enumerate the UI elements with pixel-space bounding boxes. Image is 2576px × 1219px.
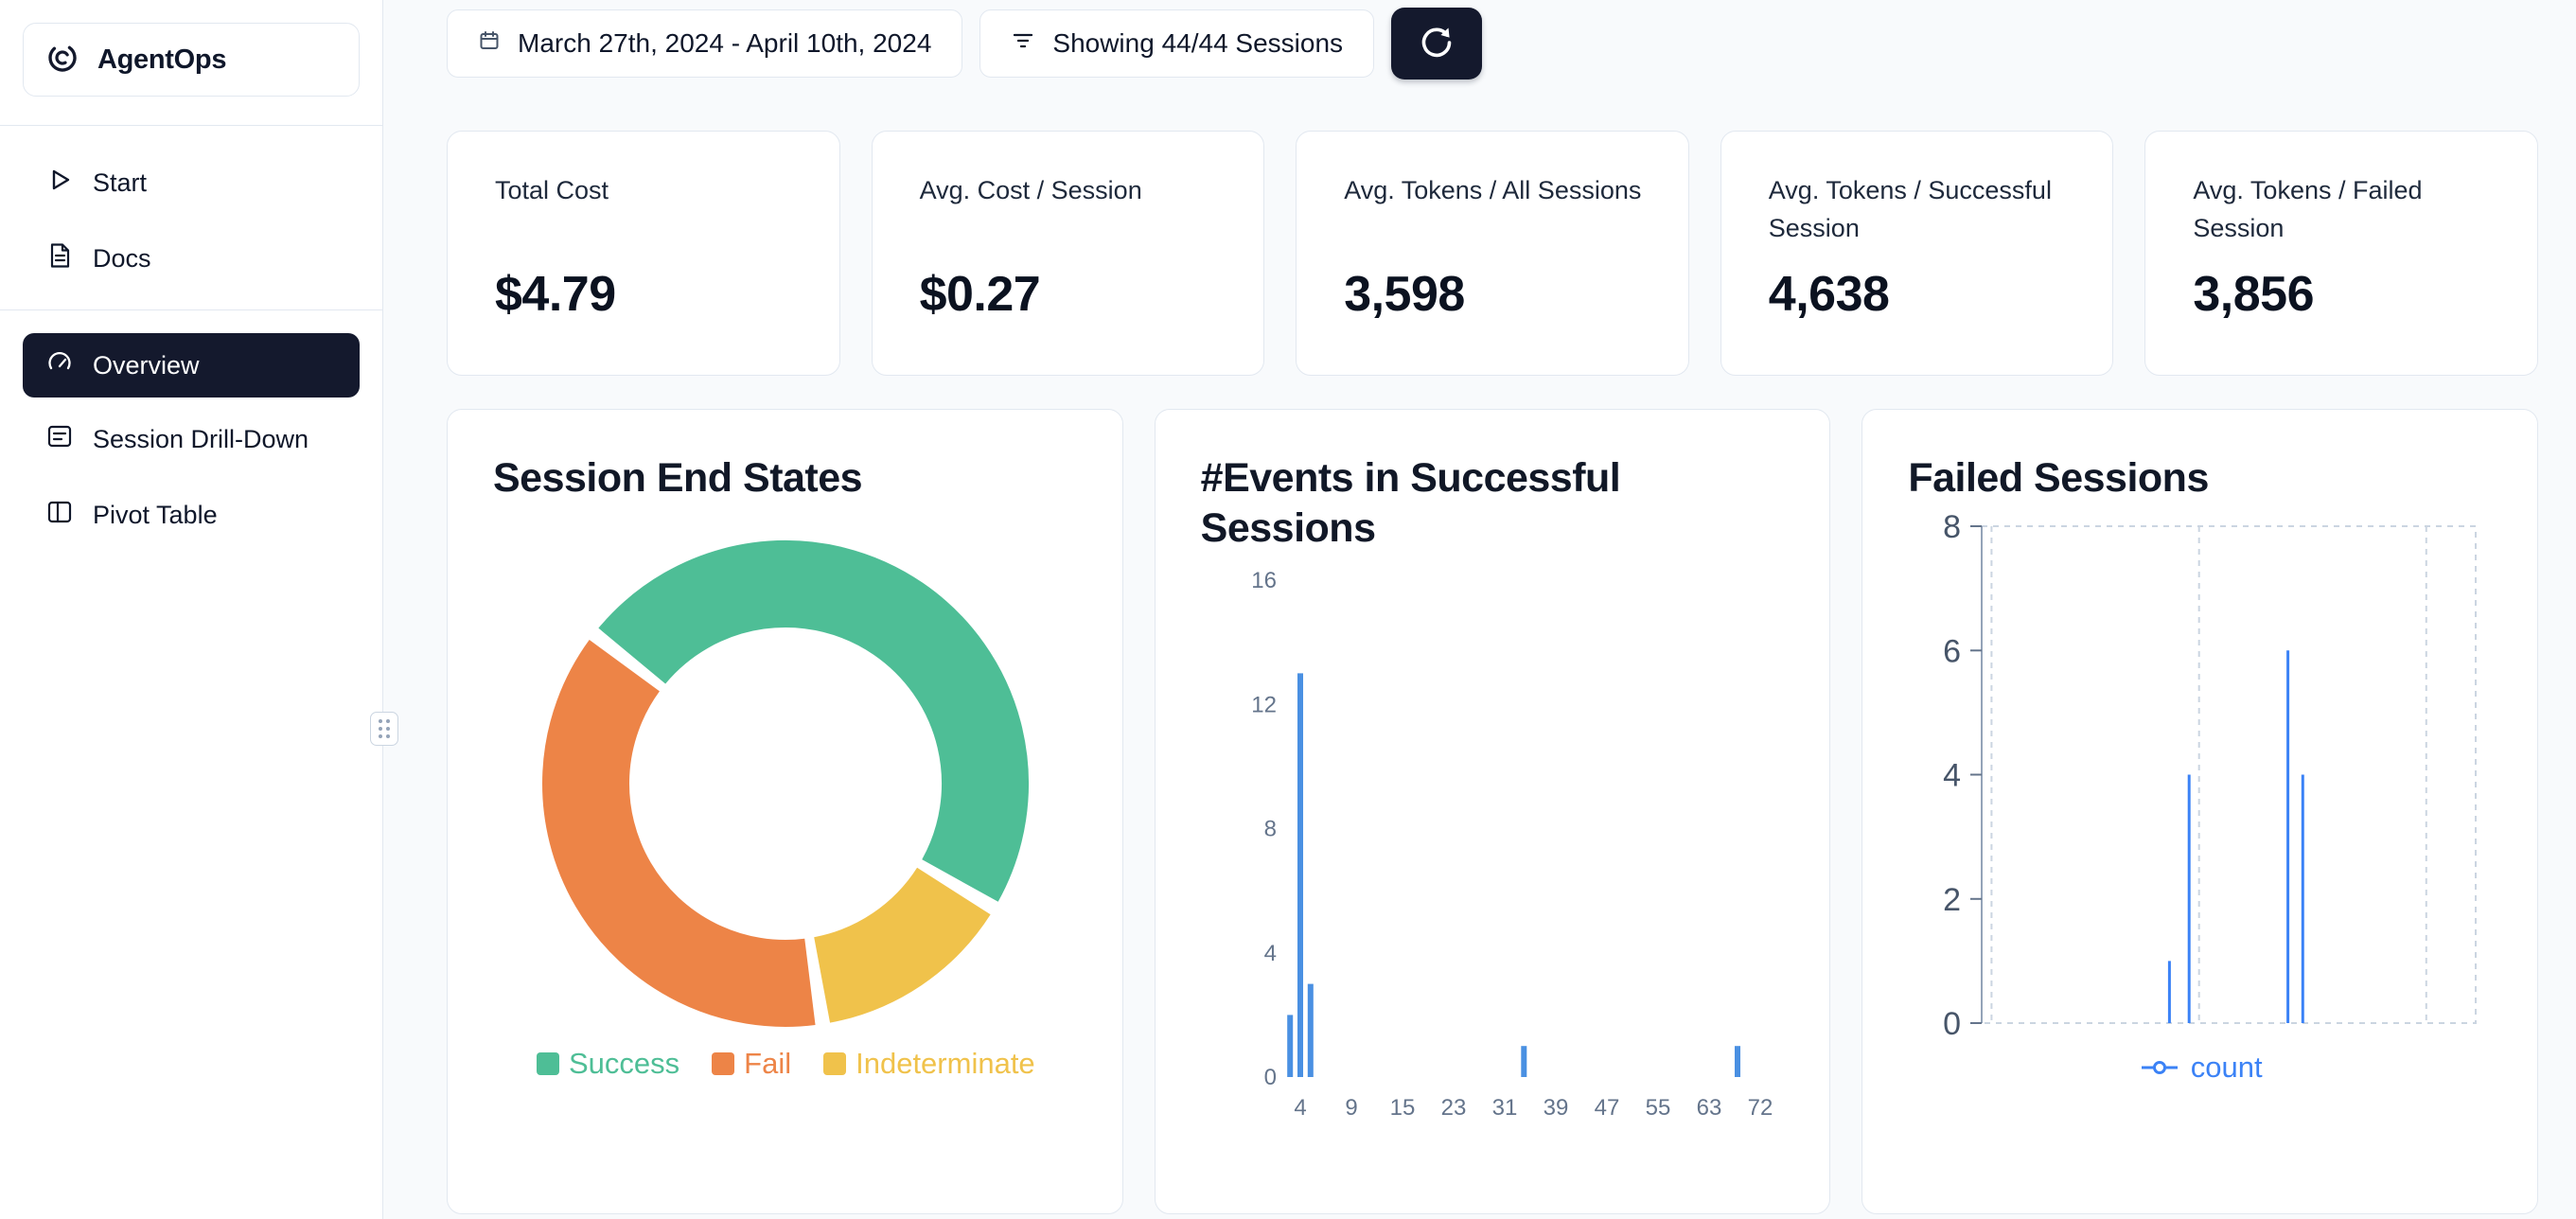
svg-text:6: 6 bbox=[1943, 633, 1961, 669]
donut-legend: Success Fail Indeterminate bbox=[493, 1047, 1079, 1081]
stat-value: 3,598 bbox=[1344, 267, 1465, 322]
main-content: March 27th, 2024 - April 10th, 2024 Show… bbox=[384, 0, 2576, 1214]
stat-value: 3,856 bbox=[2193, 267, 2315, 322]
svg-text:23: 23 bbox=[1440, 1095, 1466, 1121]
fail-swatch-icon bbox=[712, 1052, 735, 1075]
svg-text:16: 16 bbox=[1251, 568, 1277, 593]
chart-title: #Events in Successful Sessions bbox=[1200, 455, 1621, 551]
stat-label: Total Cost bbox=[495, 176, 609, 204]
sidebar: AgentOps Start Docs bbox=[0, 0, 383, 1219]
svg-text:15: 15 bbox=[1389, 1095, 1415, 1121]
sidebar-item-start[interactable]: Start bbox=[23, 149, 360, 217]
stat-label: Avg. Tokens / All Sessions bbox=[1344, 176, 1642, 204]
events-in-successful-sessions-card: #Events in Successful Sessions 0 4 8 12 16 4 9… bbox=[1154, 409, 1831, 1214]
legend-label: Fail bbox=[744, 1047, 792, 1080]
stat-card-total-cost: Total Cost $4.79 bbox=[447, 131, 840, 376]
session-end-states-donut-chart[interactable] bbox=[539, 538, 1032, 1030]
sidebar-resize-handle[interactable] bbox=[370, 712, 398, 746]
sidebar-item-label: Pivot Table bbox=[93, 500, 218, 529]
svg-text:63: 63 bbox=[1696, 1095, 1721, 1121]
app-logo[interactable]: AgentOps bbox=[23, 23, 360, 97]
svg-text:4: 4 bbox=[1294, 1095, 1306, 1121]
gauge-icon bbox=[45, 348, 74, 383]
stat-value: 4,638 bbox=[1768, 267, 1890, 322]
sidebar-item-label: Session Drill-Down bbox=[93, 424, 309, 453]
svg-text:72: 72 bbox=[1747, 1095, 1773, 1121]
sidebar-divider-middle bbox=[0, 309, 382, 310]
svg-text:2: 2 bbox=[1943, 882, 1961, 918]
svg-text:4: 4 bbox=[1943, 758, 1961, 794]
chart-title: Session End States bbox=[493, 455, 863, 501]
count-legend[interactable]: count bbox=[1908, 1051, 2494, 1085]
sidebar-item-label: Start bbox=[93, 168, 148, 197]
stat-cards-row: Total Cost $4.79 Avg. Cost / Session $0.… bbox=[447, 131, 2538, 376]
success-swatch-icon bbox=[536, 1052, 559, 1075]
chart-title: Failed Sessions bbox=[1908, 455, 2209, 501]
list-detail-icon bbox=[45, 422, 74, 457]
line-marker-icon bbox=[2141, 1061, 2178, 1074]
sidebar-item-label: Overview bbox=[93, 350, 200, 380]
stat-label: Avg. Cost / Session bbox=[919, 176, 1142, 204]
columns-icon bbox=[45, 498, 74, 533]
stat-card-avg-tokens-failed: Avg. Tokens / Failed Session 3,856 bbox=[2144, 131, 2538, 376]
failed-sessions-line-chart[interactable]: 0 2 4 6 8 bbox=[1908, 509, 2491, 1049]
legend-label: Indeterminate bbox=[856, 1047, 1035, 1080]
stat-label: Avg. Tokens / Failed Session bbox=[2193, 176, 2423, 242]
svg-text:39: 39 bbox=[1543, 1095, 1568, 1121]
stat-value: $4.79 bbox=[495, 267, 616, 322]
date-range-button[interactable]: March 27th, 2024 - April 10th, 2024 bbox=[447, 9, 963, 78]
sidebar-item-session-drill-down[interactable]: Session Drill-Down bbox=[23, 405, 360, 473]
sidebar-item-label: Docs bbox=[93, 243, 151, 273]
sidebar-item-overview[interactable]: Overview bbox=[23, 333, 360, 398]
svg-text:8: 8 bbox=[1263, 817, 1276, 842]
agentops-logo-icon bbox=[44, 40, 80, 80]
stat-card-avg-tokens-successful: Avg. Tokens / Successful Session 4,638 bbox=[1720, 131, 2114, 376]
svg-text:0: 0 bbox=[1263, 1065, 1276, 1090]
app-title: AgentOps bbox=[97, 44, 227, 75]
legend-label: Success bbox=[568, 1047, 680, 1080]
legend-item-indeterminate[interactable]: Indeterminate bbox=[823, 1047, 1035, 1081]
sessions-filter-button[interactable]: Showing 44/44 Sessions bbox=[979, 9, 1375, 78]
charts-row: Session End States Success Fail Indeterm… bbox=[447, 409, 2539, 1214]
sidebar-nav-primary: Start Docs bbox=[0, 126, 382, 292]
topbar: March 27th, 2024 - April 10th, 2024 Show… bbox=[447, 8, 2538, 80]
svg-text:9: 9 bbox=[1345, 1095, 1357, 1121]
svg-text:12: 12 bbox=[1251, 692, 1277, 717]
filter-icon bbox=[1011, 28, 1035, 60]
date-range-label: March 27th, 2024 - April 10th, 2024 bbox=[518, 28, 932, 58]
legend-label: count bbox=[2190, 1051, 2263, 1084]
sidebar-nav-secondary: Overview Session Drill-Down Pivot Table bbox=[0, 310, 382, 549]
document-icon bbox=[45, 241, 74, 276]
legend-item-fail[interactable]: Fail bbox=[712, 1047, 791, 1081]
stat-label: Avg. Tokens / Successful Session bbox=[1768, 176, 2052, 242]
session-end-states-card: Session End States Success Fail Indeterm… bbox=[447, 409, 1123, 1214]
sessions-filter-label: Showing 44/44 Sessions bbox=[1052, 28, 1344, 58]
stat-card-avg-cost-session: Avg. Cost / Session $0.27 bbox=[871, 131, 1265, 376]
refresh-icon bbox=[1419, 25, 1455, 63]
stat-value: $0.27 bbox=[919, 267, 1041, 322]
refresh-button[interactable] bbox=[1391, 8, 1483, 80]
sidebar-item-pivot-table[interactable]: Pivot Table bbox=[23, 481, 360, 549]
svg-text:31: 31 bbox=[1491, 1095, 1517, 1121]
stat-card-avg-tokens-all: Avg. Tokens / All Sessions 3,598 bbox=[1296, 131, 1689, 376]
legend-item-success[interactable]: Success bbox=[536, 1047, 680, 1081]
sidebar-divider-top bbox=[0, 125, 382, 126]
calendar-icon bbox=[478, 28, 501, 59]
svg-text:0: 0 bbox=[1943, 1006, 1961, 1042]
indeterminate-swatch-icon bbox=[823, 1052, 847, 1075]
svg-text:47: 47 bbox=[1594, 1095, 1619, 1121]
svg-text:8: 8 bbox=[1943, 509, 1961, 545]
sidebar-item-docs[interactable]: Docs bbox=[23, 224, 360, 292]
failed-sessions-card: Failed Sessions 0 2 4 6 8 count bbox=[1861, 409, 2539, 1214]
svg-text:4: 4 bbox=[1263, 941, 1276, 966]
play-icon bbox=[45, 166, 74, 201]
svg-text:55: 55 bbox=[1645, 1095, 1670, 1121]
